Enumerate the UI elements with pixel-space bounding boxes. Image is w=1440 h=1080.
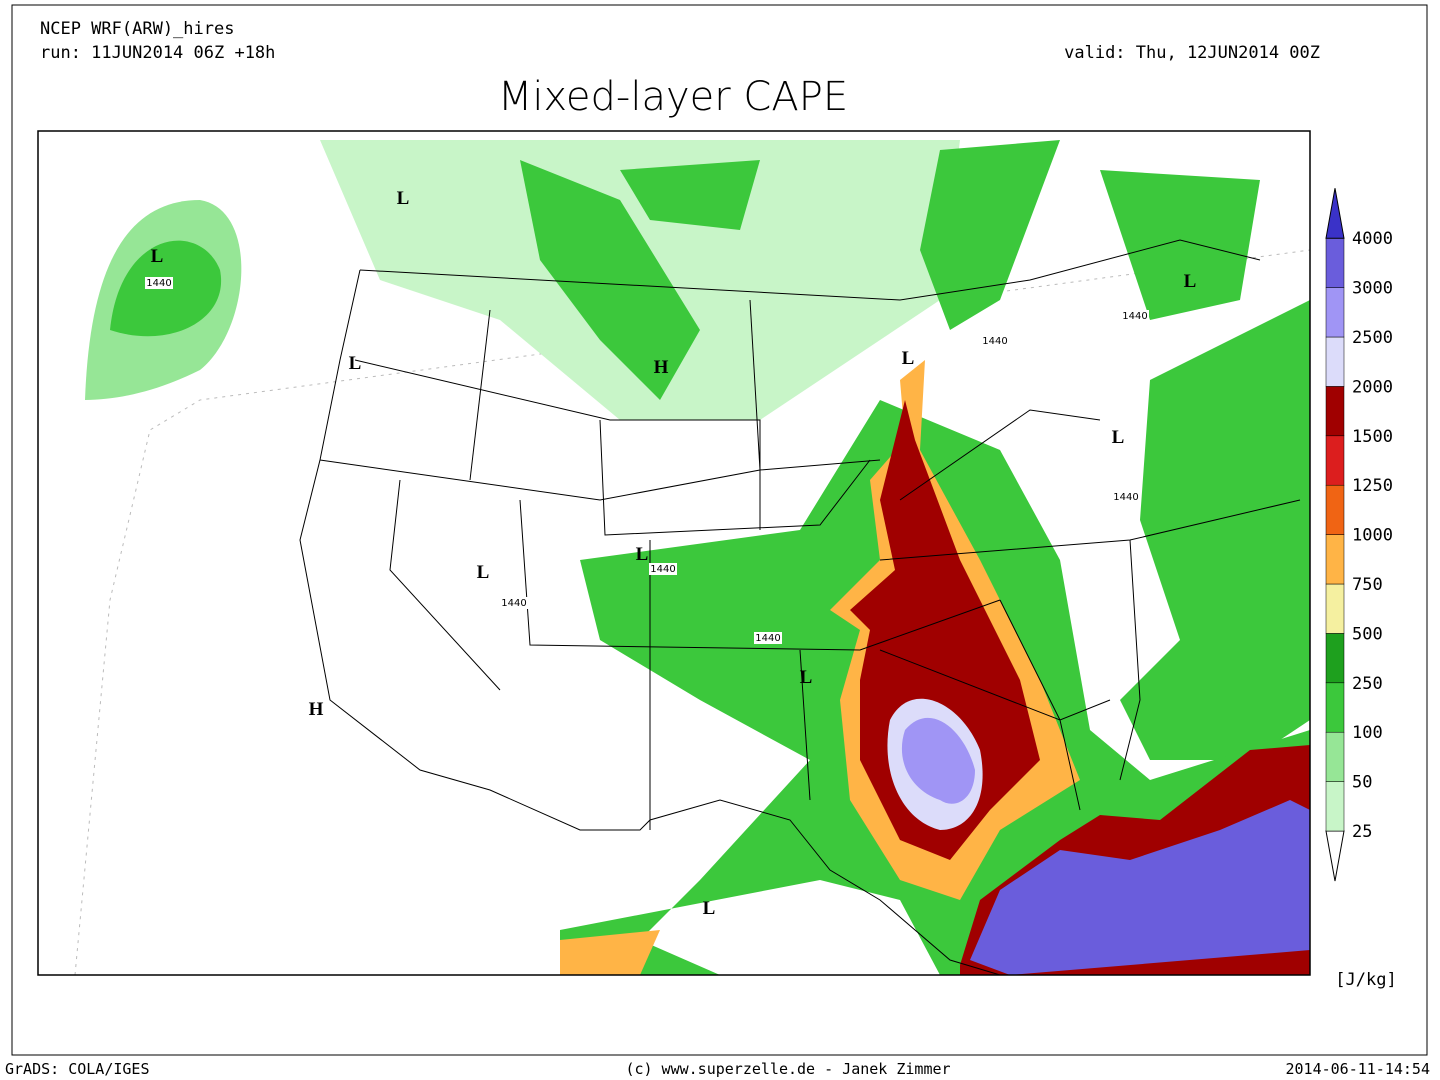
map-label: L [1184,271,1197,292]
label-box [1112,491,1140,503]
legend-label: 250 [1352,674,1383,694]
map-label: H [309,699,324,720]
model: NCEP WRF(ARW)_hires [40,19,234,39]
swatch [1325,830,1345,882]
area [520,160,760,400]
label-box [500,597,528,609]
label-box [649,563,677,575]
label-box [1121,310,1149,322]
area [970,800,1310,975]
map-label: L [902,348,915,369]
legend-label: 3000 [1352,279,1393,299]
swatch [1325,731,1345,782]
borders [299,239,1301,975]
unit: [J/kg] [1335,970,1396,990]
map-label: 1440 [755,633,780,644]
swatch [1325,633,1345,684]
swatch [1325,682,1345,733]
footer-left: GrADS: COLA/IGES [5,1060,150,1078]
swatch [1325,287,1345,338]
grid [74,249,1310,975]
valid: valid: Thu, 12JUN2014 00Z [1064,43,1320,63]
legend-label: 4000 [1352,229,1393,249]
swatch [1325,484,1345,535]
map-label: L [703,898,716,919]
map-label: 1440 [1122,311,1147,322]
footer-right: 2014-06-11-14:54 [1286,1060,1431,1078]
map-label: L [397,188,410,209]
legend-label: 2000 [1352,377,1393,397]
legend-label: 100 [1352,723,1383,743]
map-label: L [636,544,649,565]
legend-label: 50 [1352,773,1372,793]
legend: 25 50 100 250 500 750 1000 1250 1500 2000 2500 3000… [1325,188,1393,882]
label-box [754,632,782,644]
map-label: 1440 [982,336,1007,347]
area [901,717,975,804]
map-label: 1440 [146,278,171,289]
legend-label: 25 [1352,822,1372,842]
swatch [1325,534,1345,585]
area [1120,300,1310,760]
label-box [981,335,1009,347]
legend-label: 500 [1352,624,1383,644]
frame [11,4,1428,1056]
swatch [1325,781,1345,832]
legend-label: 1000 [1352,526,1393,546]
legend-label: 750 [1352,575,1383,595]
area [920,140,1260,330]
area [560,930,660,975]
map-label: 1440 [650,564,675,575]
swatch [1325,188,1345,239]
swatch [1325,583,1345,634]
map-border [37,130,1311,976]
map-label: L [151,246,164,267]
legend-label: 1250 [1352,476,1393,496]
map-label: L [477,562,490,583]
map-label: L [349,353,362,374]
legend-label: 2500 [1352,328,1393,348]
swatch [1325,435,1345,486]
swatch [1325,386,1345,437]
title: Mixed-layer CAPE [498,74,848,120]
map-label: 1440 [501,598,526,609]
run: run: 11JUN2014 06Z +18h [40,43,275,63]
swatch [1325,237,1345,288]
legend-label: 1500 [1352,427,1393,447]
map-label: 1440 [1113,492,1138,503]
swatch [1325,336,1345,387]
map-label: H [654,357,669,378]
map-label: L [1112,427,1125,448]
footer-center: (c) www.superzelle.de - Janek Zimmer [625,1060,950,1078]
label-box [145,277,173,289]
map-label: L [800,667,813,688]
